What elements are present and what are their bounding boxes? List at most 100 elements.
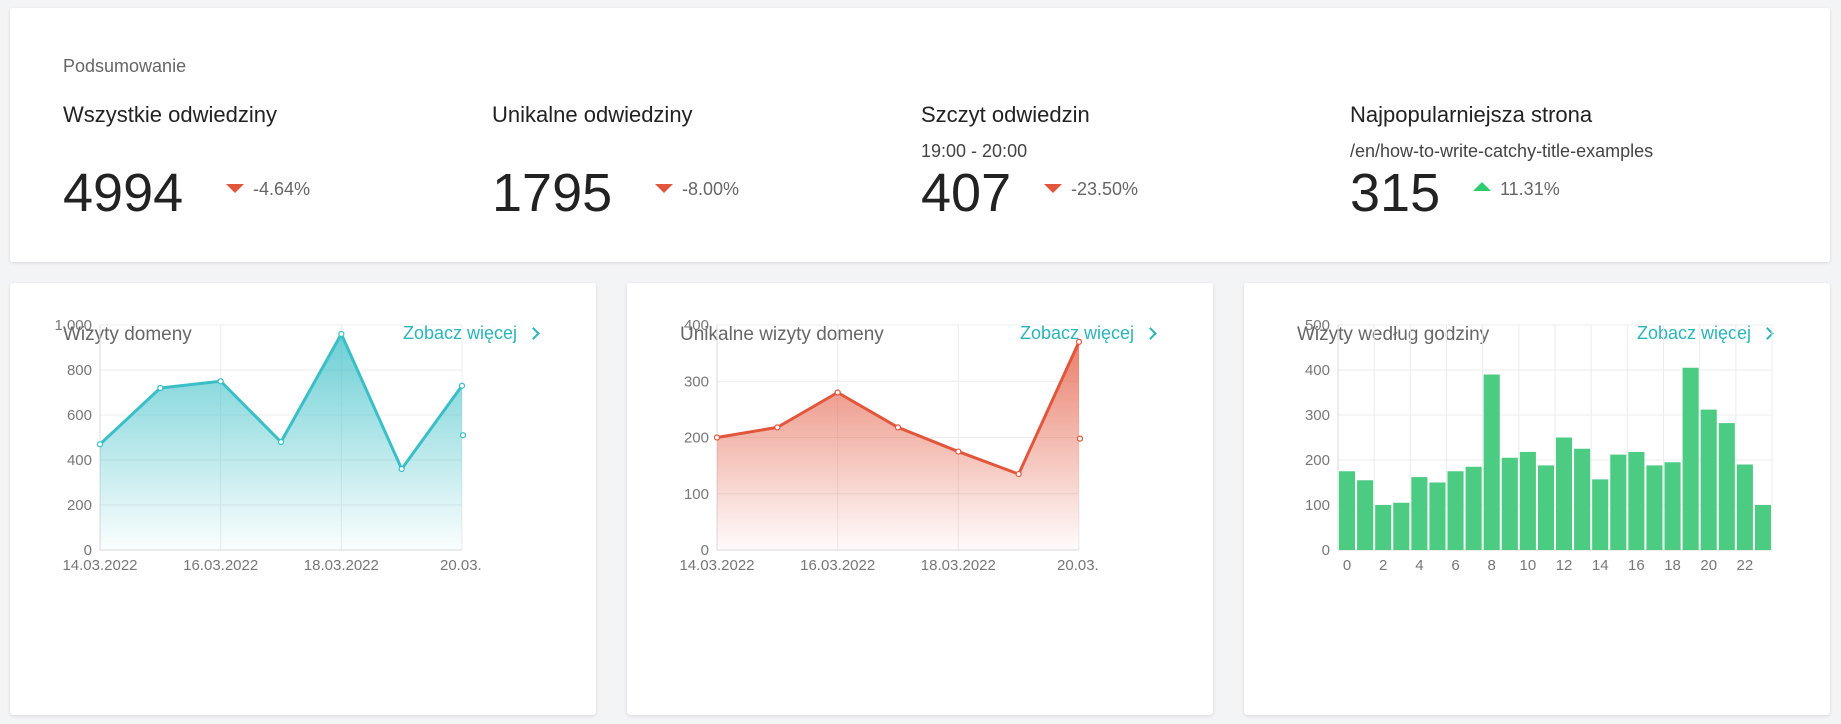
data-point[interactable] bbox=[1075, 338, 1083, 345]
stat-total-visits: Wszystkie odwiedziny 4994 -4.64% bbox=[63, 8, 483, 262]
bar[interactable] bbox=[1628, 451, 1645, 550]
stat-top-page: Najpopularniejsza strona /en/how-to-writ… bbox=[1350, 8, 1810, 262]
chart-title: Wizyty domeny bbox=[63, 324, 192, 345]
x-tick-label: 12 bbox=[1556, 557, 1573, 574]
stat-value: 4994 bbox=[63, 163, 184, 223]
chart-grid bbox=[1337, 324, 1773, 551]
x-tick-label: 4 bbox=[1415, 557, 1423, 574]
stat-peak-visits: Szczyt odwiedzin 19:00 - 20:00 407 -23.5… bbox=[921, 8, 1341, 262]
stat-unique-visits: Unikalne odwiedziny 1795 -8.00% bbox=[492, 8, 912, 262]
y-tick-label: 400 bbox=[684, 317, 709, 334]
data-point[interactable] bbox=[713, 434, 721, 441]
bar[interactable] bbox=[1736, 464, 1753, 551]
stat-label: Najpopularniejsza strona bbox=[1350, 102, 1593, 127]
data-point[interactable] bbox=[458, 382, 466, 389]
see-more-label: Zobacz więcej bbox=[1019, 323, 1134, 343]
y-tick-label: 300 bbox=[684, 373, 709, 390]
y-tick-label: 0 bbox=[701, 542, 709, 559]
bar[interactable] bbox=[1646, 465, 1663, 550]
summary-card: Podsumowanie Wszystkie odwiedziny 4994 -… bbox=[10, 8, 1830, 262]
x-tick-label: 6 bbox=[1451, 557, 1459, 574]
data-point[interactable] bbox=[955, 448, 962, 455]
x-tick-label: 16.03.2022 bbox=[183, 557, 258, 574]
y-tick-label: 300 bbox=[1305, 407, 1330, 424]
bar[interactable] bbox=[1537, 465, 1554, 550]
data-point[interactable] bbox=[894, 424, 902, 431]
bar[interactable] bbox=[1357, 480, 1374, 550]
bar[interactable] bbox=[1664, 462, 1681, 550]
stat-change: 11.31% bbox=[1500, 179, 1560, 199]
data-point[interactable] bbox=[157, 384, 164, 392]
data-point[interactable] bbox=[1015, 470, 1022, 478]
bar[interactable] bbox=[1718, 423, 1735, 550]
stat-label: Szczyt odwiedzin bbox=[921, 102, 1090, 127]
y-tick-label: 500 bbox=[1305, 317, 1330, 334]
stat-value: 315 bbox=[1350, 163, 1441, 223]
bar[interactable] bbox=[1411, 477, 1428, 550]
x-tick-label: 18.03.2022 bbox=[304, 557, 379, 574]
x-tick-label: 8 bbox=[1488, 557, 1496, 574]
bar[interactable] bbox=[1754, 505, 1771, 550]
domain-visits-chart: 0 200 400 600 800 1,000 14.03.2022 16.03.2022 18… bbox=[54, 317, 481, 574]
y-tick-label: 100 bbox=[684, 486, 709, 503]
y-tick-label: 400 bbox=[67, 452, 92, 469]
hourly-visits-chart: 0 100 200 300 400 500 0 2 4 6 8 10 12 14 16 18 20 22 bbox=[1305, 317, 1773, 574]
triangle-up-icon bbox=[1473, 182, 1491, 191]
bar[interactable] bbox=[1700, 409, 1717, 550]
chart-title: Wizyty według godziny bbox=[1297, 324, 1490, 345]
y-tick-label: 200 bbox=[67, 497, 92, 514]
data-point[interactable] bbox=[774, 424, 781, 431]
data-point[interactable] bbox=[459, 432, 467, 439]
x-tick-label: 2 bbox=[1379, 557, 1387, 574]
bar[interactable] bbox=[1574, 448, 1591, 550]
triangle-down-icon bbox=[226, 184, 244, 193]
bar[interactable] bbox=[1682, 367, 1699, 550]
bar[interactable] bbox=[1393, 502, 1410, 550]
x-tick-label: 0 bbox=[1343, 557, 1351, 574]
see-more-label: Zobacz więcej bbox=[402, 323, 517, 343]
y-tick-label: 800 bbox=[67, 362, 92, 379]
see-more-link[interactable]: Zobacz więcej bbox=[1636, 323, 1774, 344]
x-tick-label: 14.03.2022 bbox=[679, 557, 754, 574]
bar[interactable] bbox=[1483, 374, 1500, 551]
bar[interactable] bbox=[1610, 454, 1627, 550]
x-tick-label: 20 bbox=[1700, 557, 1717, 574]
y-tick-label: 0 bbox=[84, 542, 92, 559]
x-tick-label: 16.03.2022 bbox=[800, 557, 875, 574]
stat-sub-link[interactable]: /en/how-to-write-catchy-title-examples bbox=[1350, 141, 1654, 161]
bar[interactable] bbox=[1375, 505, 1392, 550]
data-point[interactable] bbox=[834, 389, 841, 396]
triangle-down-icon bbox=[1044, 184, 1062, 193]
y-tick-label: 200 bbox=[684, 430, 709, 447]
y-tick-label: 200 bbox=[1305, 452, 1330, 469]
bar[interactable] bbox=[1429, 482, 1446, 551]
x-tick-label: 18.03.2022 bbox=[921, 557, 996, 574]
series-area bbox=[717, 341, 1079, 550]
bar[interactable] bbox=[1501, 457, 1518, 550]
x-tick-label: 18 bbox=[1664, 557, 1681, 574]
bar[interactable] bbox=[1519, 451, 1536, 550]
stat-sub: 19:00 - 20:00 bbox=[921, 141, 1028, 161]
see-more-label: Zobacz więcej bbox=[1636, 323, 1751, 343]
data-point[interactable] bbox=[338, 330, 345, 338]
bar[interactable] bbox=[1465, 466, 1482, 550]
data-point[interactable] bbox=[1076, 435, 1084, 442]
bar[interactable] bbox=[1592, 479, 1609, 550]
see-more-link[interactable]: Zobacz więcej bbox=[402, 323, 540, 344]
data-point[interactable] bbox=[277, 438, 285, 446]
chart-title: Unikalne wizyty domeny bbox=[680, 324, 884, 345]
y-tick-label: 1,000 bbox=[54, 317, 92, 334]
bar[interactable] bbox=[1556, 437, 1573, 551]
data-point[interactable] bbox=[217, 378, 224, 385]
data-point[interactable] bbox=[398, 465, 405, 473]
stat-change: -23.50% bbox=[1071, 179, 1139, 199]
bar[interactable] bbox=[1447, 471, 1464, 550]
hourly-visits-card: Wizyty według godziny Zobacz więcej 0 100… bbox=[1244, 283, 1830, 715]
see-more-link[interactable]: Zobacz więcej bbox=[1019, 323, 1157, 344]
y-tick-label: 600 bbox=[67, 407, 92, 424]
unique-domain-visits-card: Unikalne wizyty domeny Zobacz więcej 0 10… bbox=[627, 283, 1213, 715]
unique-domain-visits-chart: 0 100 200 300 400 14.03.2022 16.03.2022 18.03.2… bbox=[679, 317, 1098, 574]
bar[interactable] bbox=[1339, 471, 1356, 550]
x-tick-label: 14 bbox=[1592, 557, 1609, 574]
data-point[interactable] bbox=[96, 441, 104, 448]
